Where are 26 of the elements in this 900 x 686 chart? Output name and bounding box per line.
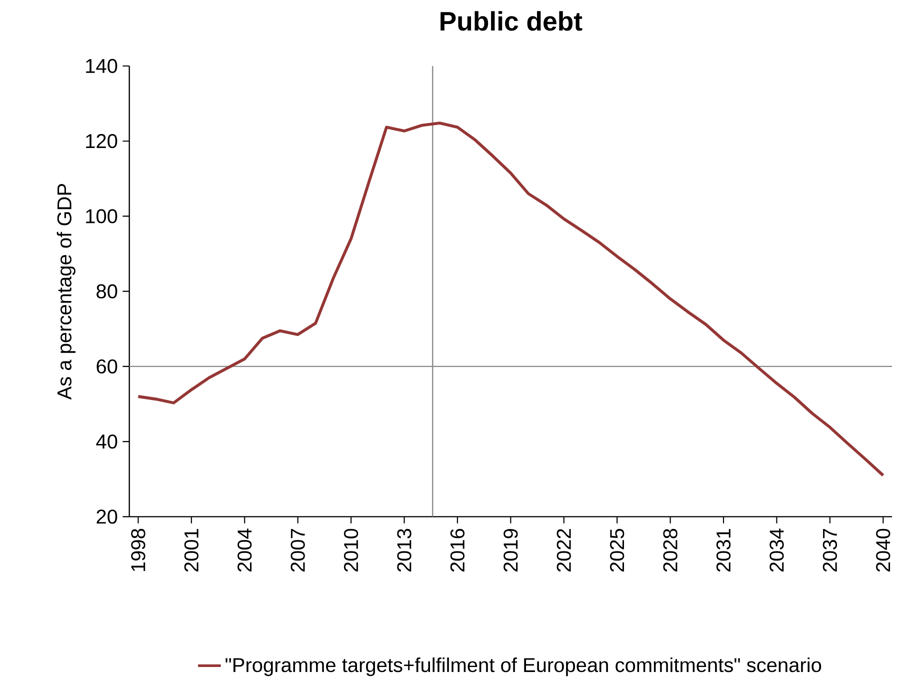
x-tick-label: 2022 <box>556 529 571 572</box>
x-tick-label: 2028 <box>663 528 678 572</box>
x-tick-label: 1998 <box>131 528 146 572</box>
x-tick-label: 2037 <box>822 529 837 572</box>
x-tick-label: 2016 <box>450 528 465 572</box>
y-tick-label: 120 <box>86 134 118 148</box>
x-tick-label: 2025 <box>610 528 624 572</box>
legend-label: "Programme targets+fulfilment of European commitments" scenario <box>226 657 822 676</box>
y-axis-title: As a percentage of GDP <box>56 184 76 400</box>
x-tick-label: 2019 <box>504 529 518 572</box>
y-tick-label: 100 <box>86 209 118 224</box>
chart-title: Public debt <box>440 11 582 31</box>
x-tick-label: 2004 <box>238 528 252 572</box>
x-tick-label: 2001 <box>184 529 198 572</box>
y-tick-label: 80 <box>96 284 118 298</box>
y-tick-label: 20 <box>96 510 118 524</box>
x-tick-label: 2031 <box>716 529 731 572</box>
y-tick-label: 60 <box>96 359 118 374</box>
x-tick-label: 2010 <box>344 528 358 572</box>
x-tick-label: 2007 <box>290 529 305 572</box>
y-tick-label: 140 <box>86 58 118 74</box>
x-tick-label: 2034 <box>770 528 784 572</box>
line-series <box>136 122 885 477</box>
y-tick-label: 40 <box>96 434 118 449</box>
x-tick-label: 2013 <box>397 528 412 572</box>
x-tick-label: 2040 <box>876 528 890 572</box>
